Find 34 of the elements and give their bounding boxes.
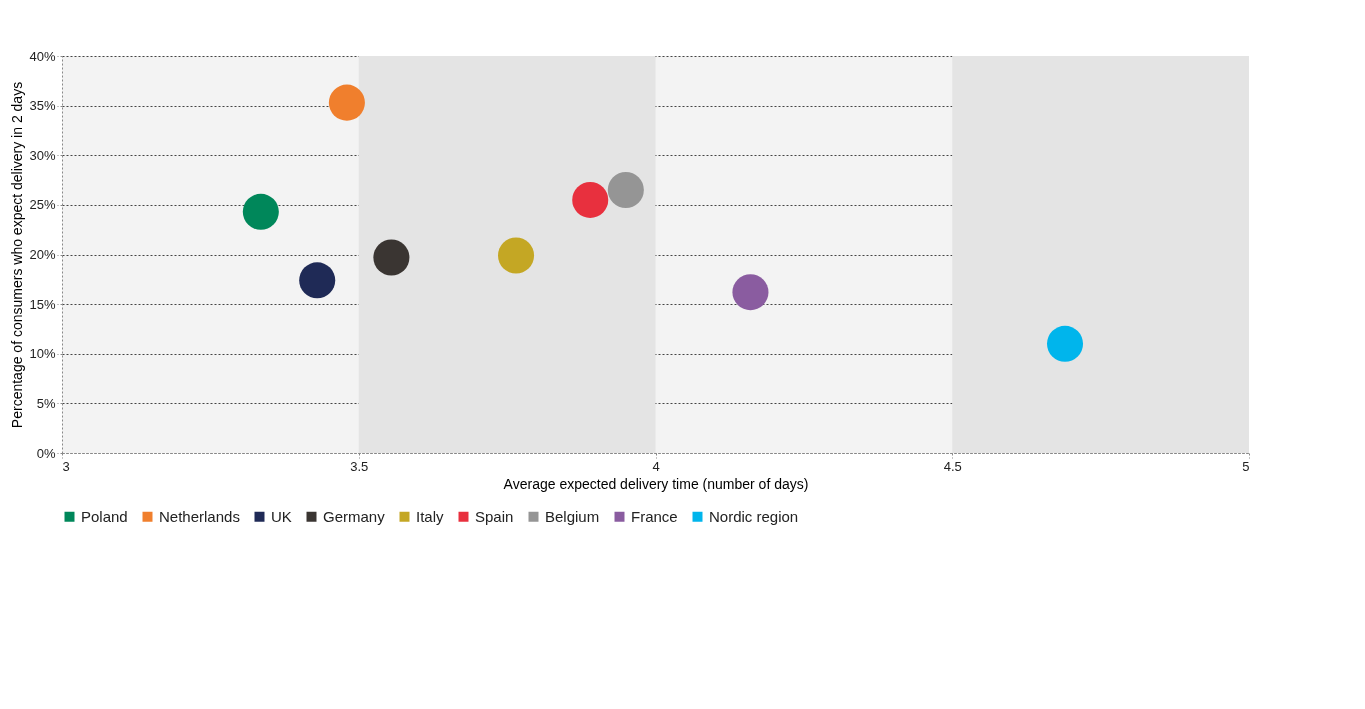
y-tick-label: 0%: [36, 445, 56, 461]
legend-label: Poland: [81, 507, 128, 525]
point: [328, 84, 365, 121]
x-tick-label: 5: [1242, 458, 1250, 474]
y-tick-label: 10%: [29, 346, 56, 362]
y-tick-label: 15%: [29, 296, 56, 312]
x-tick-label: 4: [652, 458, 660, 474]
point: [299, 262, 336, 299]
x-tick-label: 3: [62, 458, 70, 474]
x-tick-label: 4.5: [943, 458, 962, 474]
point: [607, 172, 644, 208]
point: [242, 193, 279, 230]
point: [498, 237, 535, 274]
legend-label: Germany: [323, 507, 386, 525]
point: [1046, 325, 1084, 362]
legend-label: UK: [271, 507, 292, 525]
point: [732, 274, 769, 311]
point: [373, 239, 410, 276]
x-axis-title: Average expected delivery time (number of days): [503, 475, 809, 492]
x-tick-label: 3.5: [350, 458, 369, 474]
y-tick-label: 35%: [29, 98, 56, 114]
legend-label: Nordic region: [709, 507, 799, 525]
y-tick-label: 30%: [29, 147, 56, 163]
legend-label: Belgium: [545, 507, 600, 525]
legend-label: Spain: [475, 507, 514, 525]
y-tick-label: 20%: [29, 247, 56, 262]
legend-label: Italy: [416, 507, 445, 525]
point: [572, 181, 609, 218]
y-tick-label: 25%: [29, 197, 56, 213]
y-axis-title: Percentage of consumers who expect delivery in 2 days: [9, 81, 26, 429]
legend-label: France: [631, 507, 678, 525]
y-tick-label: 40%: [29, 48, 56, 64]
y-tick-label: 5%: [36, 395, 56, 411]
legend-label: Netherlands: [159, 507, 240, 525]
